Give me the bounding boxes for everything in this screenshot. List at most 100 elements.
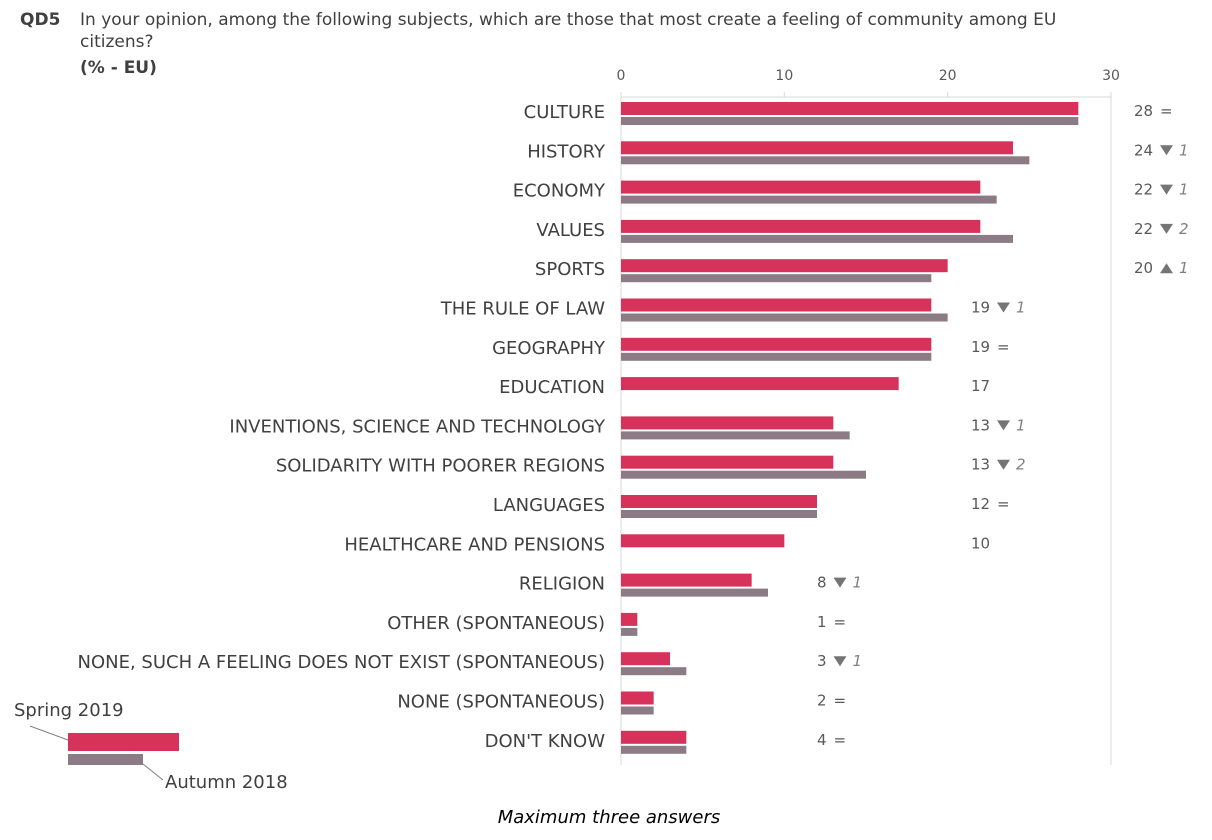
category-label: LANGUAGES	[493, 495, 605, 516]
legend-leader-previous	[142, 763, 164, 781]
change-amount: 2	[1179, 220, 1189, 238]
bar-previous	[621, 313, 948, 322]
bar-previous	[621, 156, 1030, 165]
question-text-line2: citizens?	[80, 32, 154, 52]
bar-current	[621, 416, 834, 430]
category-label: SPORTS	[535, 259, 605, 280]
bar-previous	[621, 117, 1079, 125]
value-label: 1	[817, 613, 827, 631]
change-amount: 1	[853, 652, 863, 670]
bars	[621, 102, 1079, 754]
category-label: HISTORY	[527, 141, 606, 162]
category-label: HEALTHCARE AND PENSIONS	[344, 534, 605, 555]
value-annotation: 22 1	[1134, 181, 1189, 199]
change-down-icon	[997, 420, 1010, 431]
bar-previous	[621, 431, 850, 440]
bar-current	[621, 573, 752, 587]
value-annotation: 24 1	[1134, 141, 1189, 159]
category-label: NONE (SPONTANEOUS)	[397, 692, 605, 713]
bar-current	[621, 259, 948, 273]
bar-current	[621, 534, 785, 548]
change-down-icon	[833, 656, 847, 667]
change-amount: 1	[1016, 416, 1026, 434]
value-annotation: 19 1	[971, 299, 1026, 317]
x-tick-label: 0	[617, 68, 626, 84]
bar-previous	[621, 667, 687, 676]
legend-swatch-current	[68, 733, 179, 751]
x-tick-label: 20	[939, 68, 957, 84]
change-equal-icon: =	[834, 692, 847, 710]
bar-previous	[621, 627, 638, 636]
legend-swatch-previous	[68, 754, 143, 765]
change-amount: 1	[1016, 299, 1026, 317]
category-label: RELIGION	[519, 574, 605, 595]
footnote: Maximum three answers	[498, 807, 721, 828]
bar-previous	[621, 352, 932, 361]
legend: Spring 2019 Autumn 2018	[14, 700, 288, 793]
value-annotation: 20 1	[1134, 259, 1189, 277]
bar-current	[621, 102, 1079, 115]
value-label: 24	[1134, 141, 1153, 159]
category-label: THE RULE OF LAW	[440, 299, 605, 320]
change-amount: 1	[1179, 181, 1189, 199]
change-amount: 1	[1179, 259, 1189, 277]
category-label: EDUCATION	[499, 377, 605, 398]
change-amount: 2	[1016, 456, 1026, 474]
value-annotation: 17	[971, 377, 990, 395]
category-label: ECONOMY	[513, 181, 606, 202]
category-label: GEOGRAPHY	[492, 338, 606, 359]
bar-current	[621, 691, 654, 705]
change-amount: 1	[853, 574, 863, 592]
change-equal-icon: =	[1160, 102, 1173, 120]
bar-current	[621, 612, 638, 626]
value-label: 19	[971, 299, 990, 317]
category-label: NONE, SUCH A FEELING DOES NOT EXIST (SPO…	[78, 652, 605, 673]
bar-current	[621, 730, 687, 744]
legend-label-previous: Autumn 2018	[165, 772, 288, 793]
value-label: 12	[971, 495, 990, 513]
change-down-icon	[1160, 145, 1173, 156]
category-label: VALUES	[536, 220, 605, 241]
change-equal-icon: =	[834, 613, 847, 631]
change-down-icon	[997, 459, 1010, 470]
change-equal-icon: =	[997, 338, 1010, 356]
category-label: CULTURE	[524, 102, 605, 123]
question-text-line1: In your opinion, among the following sub…	[80, 10, 1056, 30]
value-label: 13	[971, 416, 990, 434]
bar-current	[621, 219, 981, 233]
value-annotation: 4 =	[817, 731, 846, 749]
bar-previous	[621, 510, 817, 518]
legend-leader-current	[29, 725, 69, 741]
value-annotation: 2 =	[817, 692, 846, 710]
value-label: 2	[817, 692, 827, 710]
value-annotation: 1 =	[817, 613, 846, 631]
bar-previous	[621, 706, 654, 715]
change-equal-icon: =	[834, 731, 847, 749]
value-label: 3	[817, 652, 827, 670]
bar-previous	[621, 195, 997, 204]
bar-current	[621, 141, 1013, 155]
category-label: DON'T KNOW	[485, 731, 606, 752]
bar-previous	[621, 470, 866, 479]
value-annotation: 10	[971, 534, 990, 552]
value-label: 4	[817, 731, 827, 749]
value-annotation: 13 1	[971, 416, 1026, 434]
change-down-icon	[1160, 223, 1173, 234]
value-label: 22	[1134, 220, 1153, 238]
value-annotation: 12 =	[971, 495, 1010, 513]
change-amount: 1	[1179, 141, 1189, 159]
change-equal-icon: =	[997, 495, 1010, 513]
value-label: 22	[1134, 181, 1153, 199]
change-up-icon	[1160, 263, 1173, 274]
bar-current	[621, 180, 981, 194]
bar-current	[621, 298, 932, 312]
bar-previous	[621, 234, 1013, 243]
x-tick-label: 10	[775, 68, 793, 84]
change-down-icon	[1160, 184, 1173, 195]
legend-label-current: Spring 2019	[14, 700, 124, 721]
bar-current	[621, 377, 899, 391]
